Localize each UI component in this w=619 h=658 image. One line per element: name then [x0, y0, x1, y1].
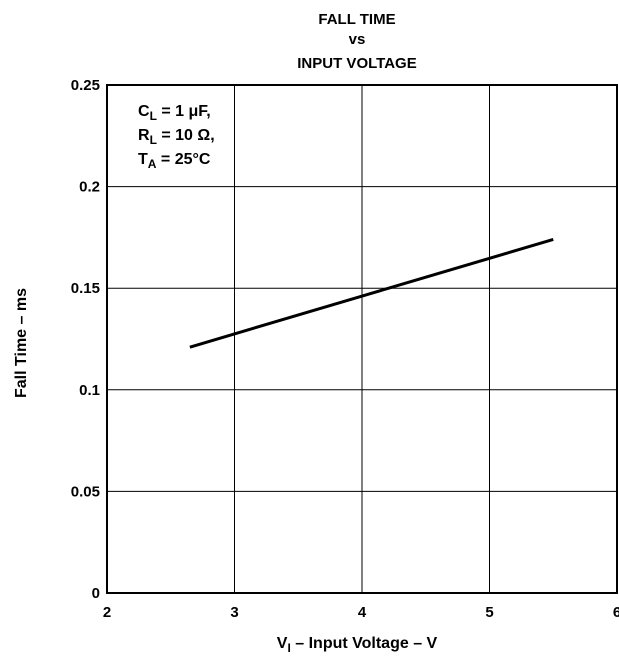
annotation-value: = 1 μF,: [157, 103, 211, 120]
y-tick-label: 0.25: [71, 77, 100, 94]
x-axis-label-sub: I: [287, 641, 290, 655]
grid: [107, 85, 617, 593]
y-tick-label: 0.15: [71, 280, 100, 297]
y-tick-labels: 0 0.05 0.1 0.15 0.2 0.25: [71, 77, 100, 602]
annotation-line: RL = 10 Ω,: [138, 127, 215, 147]
annotation-line: TA = 25°C: [138, 151, 211, 171]
annotation-line: CL = 1 μF,: [138, 103, 211, 123]
x-tick-label: 4: [358, 604, 367, 621]
series-layer: [189, 237, 554, 349]
x-tick-label: 5: [485, 604, 493, 621]
series-line: [189, 237, 554, 349]
chart-title-line-1: FALL TIME: [318, 11, 395, 28]
x-axis-label-rest: – Input Voltage – V: [291, 635, 438, 652]
conditions-annotation: CL = 1 μF, RL = 10 Ω, TA = 25°C: [138, 103, 215, 171]
y-tick-label: 0.05: [71, 483, 100, 500]
y-tick-label: 0.2: [79, 179, 100, 196]
x-axis-label-main: V: [277, 635, 288, 652]
annotation-value: = 25°C: [156, 151, 210, 168]
x-tick-label: 3: [230, 604, 238, 621]
annotation-subscript: L: [150, 109, 157, 123]
x-tick-label: 6: [613, 604, 619, 621]
annotation-subscript: A: [148, 157, 157, 171]
y-axis-label: Fall Time – ms: [13, 288, 30, 398]
annotation-symbol: T: [138, 151, 148, 168]
annotation-subscript: L: [150, 133, 157, 147]
y-tick-label: 0: [92, 585, 100, 602]
annotation-value: = 10 Ω,: [157, 127, 215, 144]
chart-title-line-2: vs: [349, 31, 366, 48]
y-tick-label: 0.1: [79, 382, 100, 399]
plot-frame: [106, 84, 618, 594]
x-axis-label: VI – Input Voltage – V: [277, 635, 438, 655]
chart-title-line-3: INPUT VOLTAGE: [297, 55, 416, 72]
annotation-symbol: R: [138, 127, 150, 144]
x-tick-label: 2: [103, 604, 111, 621]
x-tick-labels: 2 3 4 5 6: [103, 604, 619, 621]
annotation-symbol: C: [138, 103, 150, 120]
